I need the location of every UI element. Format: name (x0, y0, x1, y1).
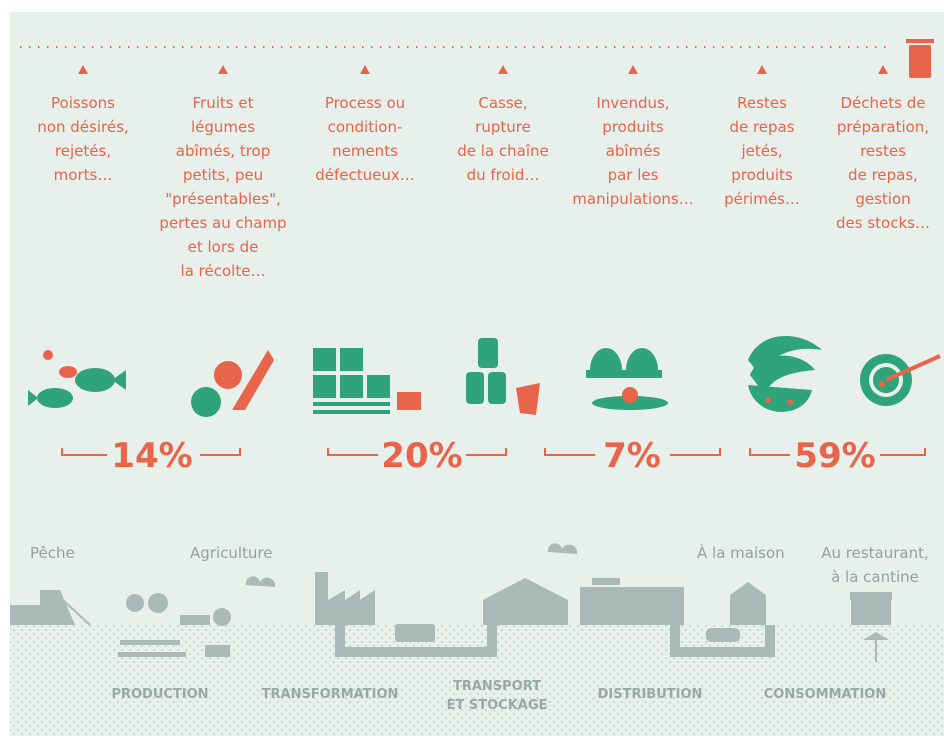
caption-line: Fruits et (193, 94, 254, 112)
icons-part-part (313, 375, 336, 398)
landscape-part (580, 587, 684, 625)
caption-line: Casse, (478, 94, 527, 112)
icons-part-part (313, 402, 390, 406)
icons-part-part (340, 375, 363, 398)
stage-label: TRANSFORMATION (262, 687, 399, 702)
landscape-part (213, 608, 231, 626)
caption-line: produits (731, 166, 793, 184)
icons-part-part (313, 410, 390, 414)
caption-line: par les (608, 166, 659, 184)
icons-part (879, 381, 885, 387)
caption-line: non désirés, (37, 118, 128, 136)
caption-line: Invendus, (596, 94, 669, 112)
caption-line: restes (860, 142, 906, 160)
icons-part (191, 387, 221, 417)
landscape-part (706, 628, 740, 642)
percentage: 14% (111, 436, 192, 476)
icons-part (622, 387, 638, 403)
place-label: Pêche (30, 544, 75, 562)
caption-line: des stocks… (836, 214, 930, 232)
stage-label: ET STOCKAGE (447, 698, 548, 713)
landscape-part (120, 640, 180, 645)
icons-part-part (488, 372, 506, 404)
landscape-part (180, 615, 210, 625)
icons-part-part (466, 372, 484, 404)
caption-line: nements (332, 142, 398, 160)
caption-line: Restes (737, 94, 787, 112)
infographic: Poissons non désirés, rejetés, morts… Fruits… (0, 0, 944, 736)
caption-line: la récolte… (181, 262, 266, 280)
icons-part-part (586, 370, 662, 378)
caption-line: de repas (729, 118, 794, 136)
icons-part (787, 399, 793, 405)
percentage: 59% (794, 436, 875, 476)
icons-part (214, 361, 242, 389)
caption-line: condition- (328, 118, 403, 136)
caption-line: défectueux… (315, 166, 415, 184)
markers-part (906, 39, 934, 43)
caption-line: rupture (475, 118, 531, 136)
caption-line: manipulations… (572, 190, 693, 208)
icons-part-part (478, 338, 498, 368)
place-label: à la cantine (831, 568, 919, 586)
icons-part-part (367, 375, 390, 398)
icons-part (516, 383, 540, 415)
landscape-part (126, 594, 144, 612)
caption-line: rejetés, (55, 142, 111, 160)
stage-label: DISTRIBUTION (598, 687, 703, 702)
landscape-part (118, 652, 186, 657)
caption-line: pertes au champ (159, 214, 286, 232)
markers-part (909, 45, 931, 78)
stage-label: PRODUCTION (111, 687, 208, 702)
caption-line: de la chaîne (457, 142, 549, 160)
landscape-part (205, 645, 230, 657)
icons-part (75, 368, 115, 392)
landscape-part (395, 624, 435, 642)
caption-line: et lors de (188, 238, 259, 256)
caption-line: morts… (54, 166, 113, 184)
caption-line: périmés… (724, 190, 800, 208)
stage-label: CONSOMMATION (764, 687, 886, 702)
percentage: 7% (603, 436, 661, 476)
icons-part (397, 392, 421, 410)
place-label: Agriculture (190, 544, 273, 562)
caption-line: Déchets de (841, 94, 926, 112)
stage-label: TRANSPORT (453, 679, 541, 694)
caption-line: Poissons (51, 94, 115, 112)
icons-part-part (340, 348, 363, 371)
icons-part (765, 397, 771, 403)
caption-line: légumes (191, 118, 255, 136)
caption-line: petits, peu (183, 166, 263, 184)
landscape-part (851, 600, 891, 625)
caption-line: produits (602, 118, 664, 136)
caption-line: du froid… (467, 166, 540, 184)
place-label: Au restaurant, (821, 544, 929, 562)
icons-part (59, 366, 77, 378)
landscape-part (148, 593, 168, 613)
caption-line: abîmés, trop (176, 142, 271, 160)
icons-part (43, 350, 53, 360)
icons-part-part (313, 348, 336, 371)
percentage: 20% (381, 436, 462, 476)
icons-part (37, 388, 73, 408)
caption-line: jetés, (740, 142, 782, 160)
landscape-part (850, 592, 892, 600)
caption-line: de repas, (848, 166, 918, 184)
caption-line: "présentables", (165, 190, 281, 208)
caption-line: Process ou (325, 94, 405, 112)
landscape-part (592, 578, 620, 585)
place-label: À la maison (697, 543, 785, 562)
caption-line: abîmés (606, 142, 661, 160)
caption-line: préparation, (837, 118, 929, 136)
caption-line: gestion (855, 190, 910, 208)
